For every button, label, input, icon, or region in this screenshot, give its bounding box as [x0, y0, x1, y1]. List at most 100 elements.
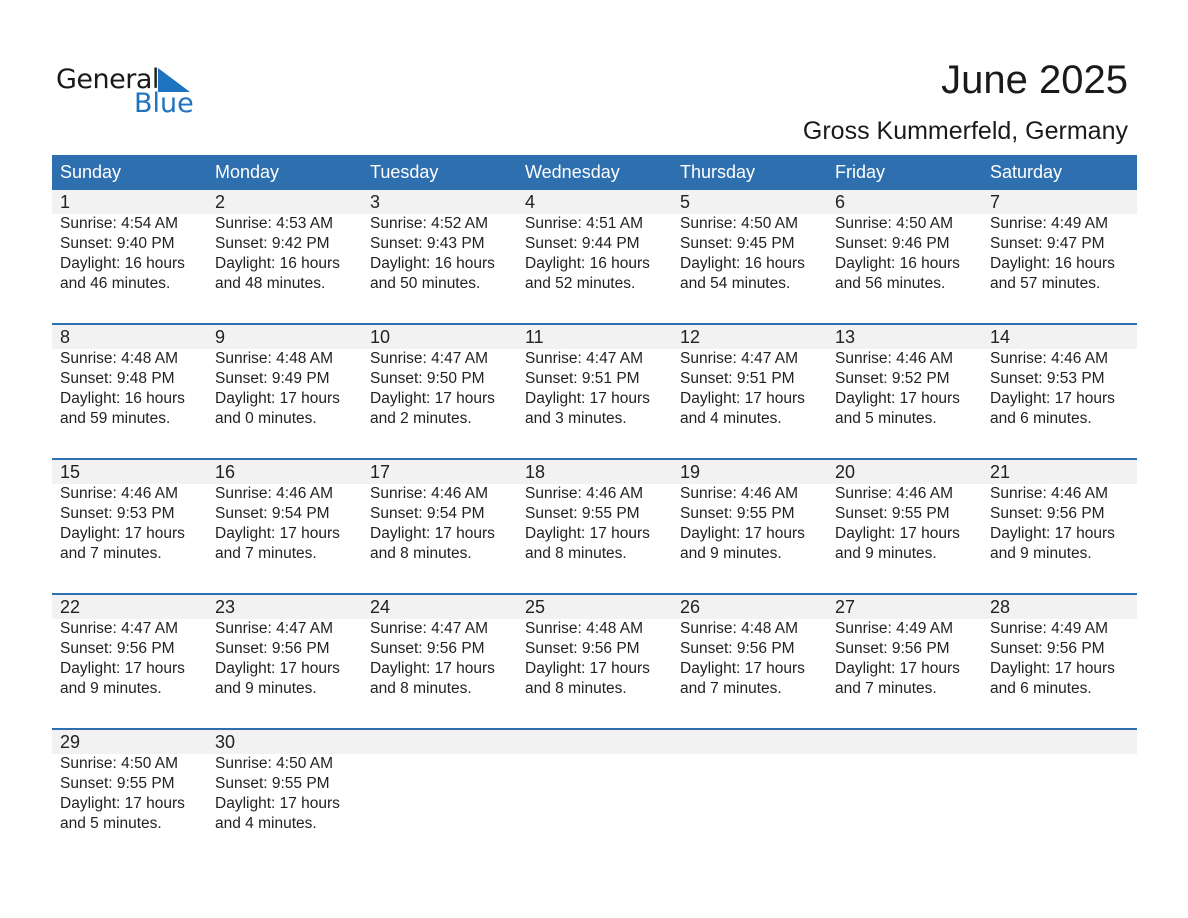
logo-word-general: General: [56, 64, 159, 95]
sunrise-text: Sunrise: 4:47 AM: [680, 350, 799, 367]
sunrise-text: Sunrise: 4:46 AM: [835, 485, 954, 502]
minutes-text: and 50 minutes.: [370, 275, 481, 292]
daylight-text: Daylight: 16 hours: [990, 255, 1115, 272]
sunrise-text: Sunrise: 4:47 AM: [525, 350, 644, 367]
daylight-text: Daylight: 16 hours: [60, 390, 185, 407]
sunrise-text: Sunrise: 4:49 AM: [990, 215, 1109, 232]
day-cell: 23 Sunrise: 4:47 AM Sunset: 9:56 PM Dayligh…: [207, 593, 362, 728]
day-number: 13: [835, 327, 856, 347]
empty-cell: [362, 728, 517, 863]
day-number: 27: [835, 597, 856, 617]
day-cell: 30 Sunrise: 4:50 AM Sunset: 9:55 PM Dayligh…: [207, 728, 362, 863]
day-cell: 2 Sunrise: 4:53 AM Sunset: 9:42 PM Daylight…: [207, 188, 362, 323]
day-number: 21: [990, 462, 1011, 482]
sunrise-text: Sunrise: 4:49 AM: [990, 620, 1109, 637]
day-number: 11: [525, 327, 544, 347]
day-cell: 5 Sunrise: 4:50 AM Sunset: 9:45 PM Daylight…: [672, 188, 827, 323]
sunset-text: Sunset: 9:51 PM: [680, 370, 795, 387]
day-number: 9: [215, 327, 226, 347]
location-subtitle: Gross Kummerfeld, Germany: [802, 117, 1128, 145]
minutes-text: and 7 minutes.: [215, 545, 317, 562]
day-number: 18: [525, 462, 546, 482]
weekday-sunday: Sunday: [60, 162, 122, 182]
daylight-text: Daylight: 17 hours: [990, 390, 1115, 407]
daylight-text: Daylight: 16 hours: [60, 255, 185, 272]
day-cell: 28 Sunrise: 4:49 AM Sunset: 9:56 PM Dayligh…: [982, 593, 1137, 728]
day-cell: 4 Sunrise: 4:51 AM Sunset: 9:44 PM Daylight…: [517, 188, 672, 323]
calendar-grid: Sunday Monday Tuesday Wednesday Thursday Frid…: [52, 155, 1137, 863]
weekday-friday: Friday: [835, 162, 886, 182]
minutes-text: and 3 minutes.: [525, 410, 627, 427]
sunset-text: Sunset: 9:52 PM: [835, 370, 950, 387]
logo: General Blue: [56, 62, 196, 122]
sunrise-text: Sunrise: 4:50 AM: [215, 755, 334, 772]
logo-triangle-icon: [158, 68, 190, 92]
daylight-text: Daylight: 17 hours: [215, 525, 340, 542]
daylight-text: Daylight: 17 hours: [215, 660, 340, 677]
sunset-text: Sunset: 9:55 PM: [60, 775, 175, 792]
daylight-text: Daylight: 16 hours: [215, 255, 340, 272]
sunrise-text: Sunrise: 4:46 AM: [370, 485, 489, 502]
sunset-text: Sunset: 9:55 PM: [680, 505, 795, 522]
day-number: 26: [680, 597, 701, 617]
week-row: 15 Sunrise: 4:46 AM Sunset: 9:53 PM Dayligh…: [52, 458, 1137, 593]
minutes-text: and 7 minutes.: [60, 545, 162, 562]
sunset-text: Sunset: 9:56 PM: [60, 640, 175, 657]
day-cell: 14 Sunrise: 4:46 AM Sunset: 9:53 PM Dayligh…: [982, 323, 1137, 458]
daylight-text: Daylight: 17 hours: [680, 525, 805, 542]
daylight-text: Daylight: 17 hours: [525, 390, 650, 407]
day-cell: 19 Sunrise: 4:46 AM Sunset: 9:55 PM Dayligh…: [672, 458, 827, 593]
minutes-text: and 7 minutes.: [835, 680, 937, 697]
minutes-text: and 46 minutes.: [60, 275, 171, 292]
day-number: 17: [370, 462, 391, 482]
sunrise-text: Sunrise: 4:52 AM: [370, 215, 489, 232]
sunrise-text: Sunrise: 4:48 AM: [680, 620, 799, 637]
sunrise-text: Sunrise: 4:47 AM: [370, 620, 489, 637]
daylight-text: Daylight: 16 hours: [370, 255, 495, 272]
day-cell: 22 Sunrise: 4:47 AM Sunset: 9:56 PM Dayligh…: [52, 593, 207, 728]
sunset-text: Sunset: 9:42 PM: [215, 235, 330, 252]
day-cell: 16 Sunrise: 4:46 AM Sunset: 9:54 PM Dayligh…: [207, 458, 362, 593]
sunrise-text: Sunrise: 4:54 AM: [60, 215, 179, 232]
day-number: 20: [835, 462, 856, 482]
minutes-text: and 9 minutes.: [215, 680, 317, 697]
sunrise-text: Sunrise: 4:48 AM: [215, 350, 334, 367]
sunset-text: Sunset: 9:56 PM: [680, 640, 795, 657]
minutes-text: and 54 minutes.: [680, 275, 791, 292]
sunrise-text: Sunrise: 4:46 AM: [990, 485, 1109, 502]
minutes-text: and 56 minutes.: [835, 275, 946, 292]
logo-word-blue: Blue: [134, 88, 194, 119]
minutes-text: and 8 minutes.: [525, 680, 627, 697]
sunset-text: Sunset: 9:44 PM: [525, 235, 640, 252]
sunrise-text: Sunrise: 4:46 AM: [525, 485, 644, 502]
sunset-text: Sunset: 9:45 PM: [680, 235, 795, 252]
weekday-tuesday: Tuesday: [370, 162, 439, 182]
day-cell: 27 Sunrise: 4:49 AM Sunset: 9:56 PM Dayligh…: [827, 593, 982, 728]
sunrise-text: Sunrise: 4:46 AM: [215, 485, 334, 502]
sunrise-text: Sunrise: 4:46 AM: [990, 350, 1109, 367]
sunrise-text: Sunrise: 4:46 AM: [60, 485, 179, 502]
sunset-text: Sunset: 9:53 PM: [60, 505, 175, 522]
weekday-monday: Monday: [215, 162, 280, 182]
day-cell: 1 Sunrise: 4:54 AM Sunset: 9:40 PM Daylight…: [52, 188, 207, 323]
sunset-text: Sunset: 9:56 PM: [835, 640, 950, 657]
minutes-text: and 8 minutes.: [525, 545, 627, 562]
day-number: 3: [370, 192, 381, 212]
minutes-text: and 8 minutes.: [370, 680, 472, 697]
minutes-text: and 57 minutes.: [990, 275, 1101, 292]
day-cell: 8 Sunrise: 4:48 AM Sunset: 9:48 PM Daylight…: [52, 323, 207, 458]
sunset-text: Sunset: 9:55 PM: [525, 505, 640, 522]
empty-cell: [827, 728, 982, 863]
sunset-text: Sunset: 9:54 PM: [215, 505, 330, 522]
minutes-text: and 8 minutes.: [370, 545, 472, 562]
page-title: June 2025: [941, 58, 1128, 102]
daylight-text: Daylight: 17 hours: [60, 660, 185, 677]
day-number: 5: [680, 192, 691, 212]
sunrise-text: Sunrise: 4:46 AM: [835, 350, 954, 367]
day-cell: 25 Sunrise: 4:48 AM Sunset: 9:56 PM Dayligh…: [517, 593, 672, 728]
day-number: 30: [215, 732, 236, 752]
day-number: 16: [215, 462, 236, 482]
daylight-text: Daylight: 17 hours: [990, 660, 1115, 677]
daylight-text: Daylight: 17 hours: [525, 660, 650, 677]
day-number: 19: [680, 462, 701, 482]
